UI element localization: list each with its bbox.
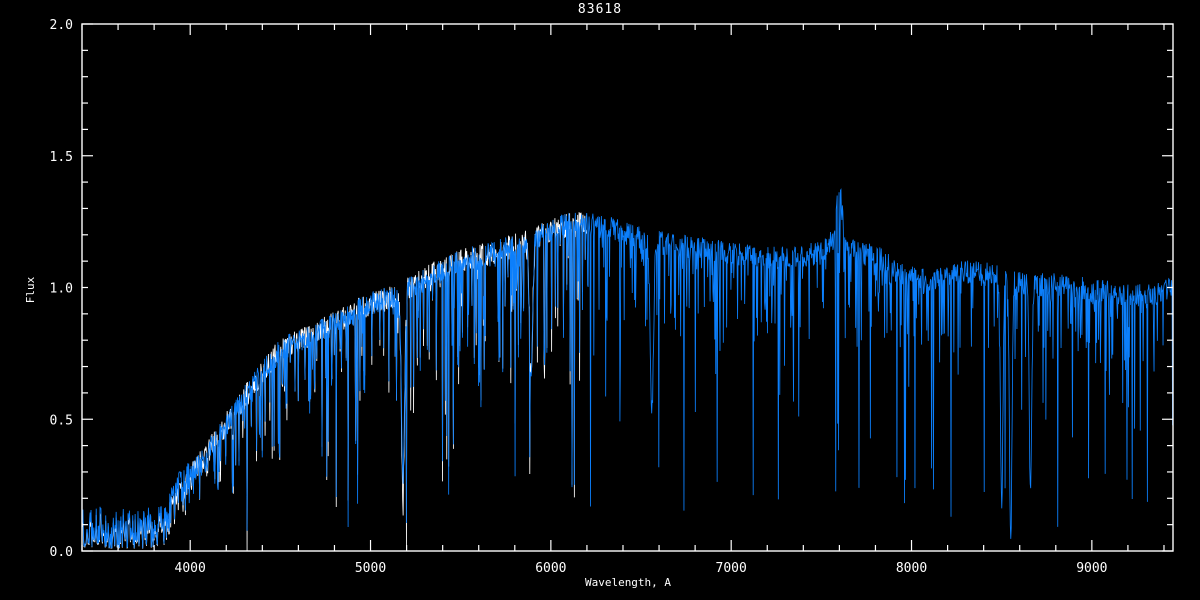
y-tick-labels: 0.0 0.5 1.0 1.5 2.0 xyxy=(50,18,73,560)
x-tick-label: 8000 xyxy=(896,561,927,576)
x-tick-label: 6000 xyxy=(535,561,566,576)
observed-spectrum-trace xyxy=(81,188,1174,549)
y-tick-label: 1.5 xyxy=(50,150,73,165)
y-axis-label: Flux xyxy=(24,276,37,303)
axes-frame xyxy=(81,23,1174,552)
x-axis-label: Wavelength, A xyxy=(585,576,671,589)
y-tick-label: 0.0 xyxy=(50,545,73,560)
y-tick-label: 1.0 xyxy=(50,282,73,297)
spectrum-traces xyxy=(81,188,1174,552)
x-tick-label: 9000 xyxy=(1076,561,1107,576)
x-tick-label: 7000 xyxy=(716,561,747,576)
y-tick-label: 2.0 xyxy=(50,18,73,33)
y-tick-label: 0.5 xyxy=(50,413,73,428)
plot-title: 83618 xyxy=(577,2,623,17)
x-tick-label: 4000 xyxy=(175,561,206,576)
x-tick-label: 5000 xyxy=(355,561,386,576)
x-tick-labels: 4000 5000 6000 7000 8000 9000 xyxy=(175,561,1108,576)
